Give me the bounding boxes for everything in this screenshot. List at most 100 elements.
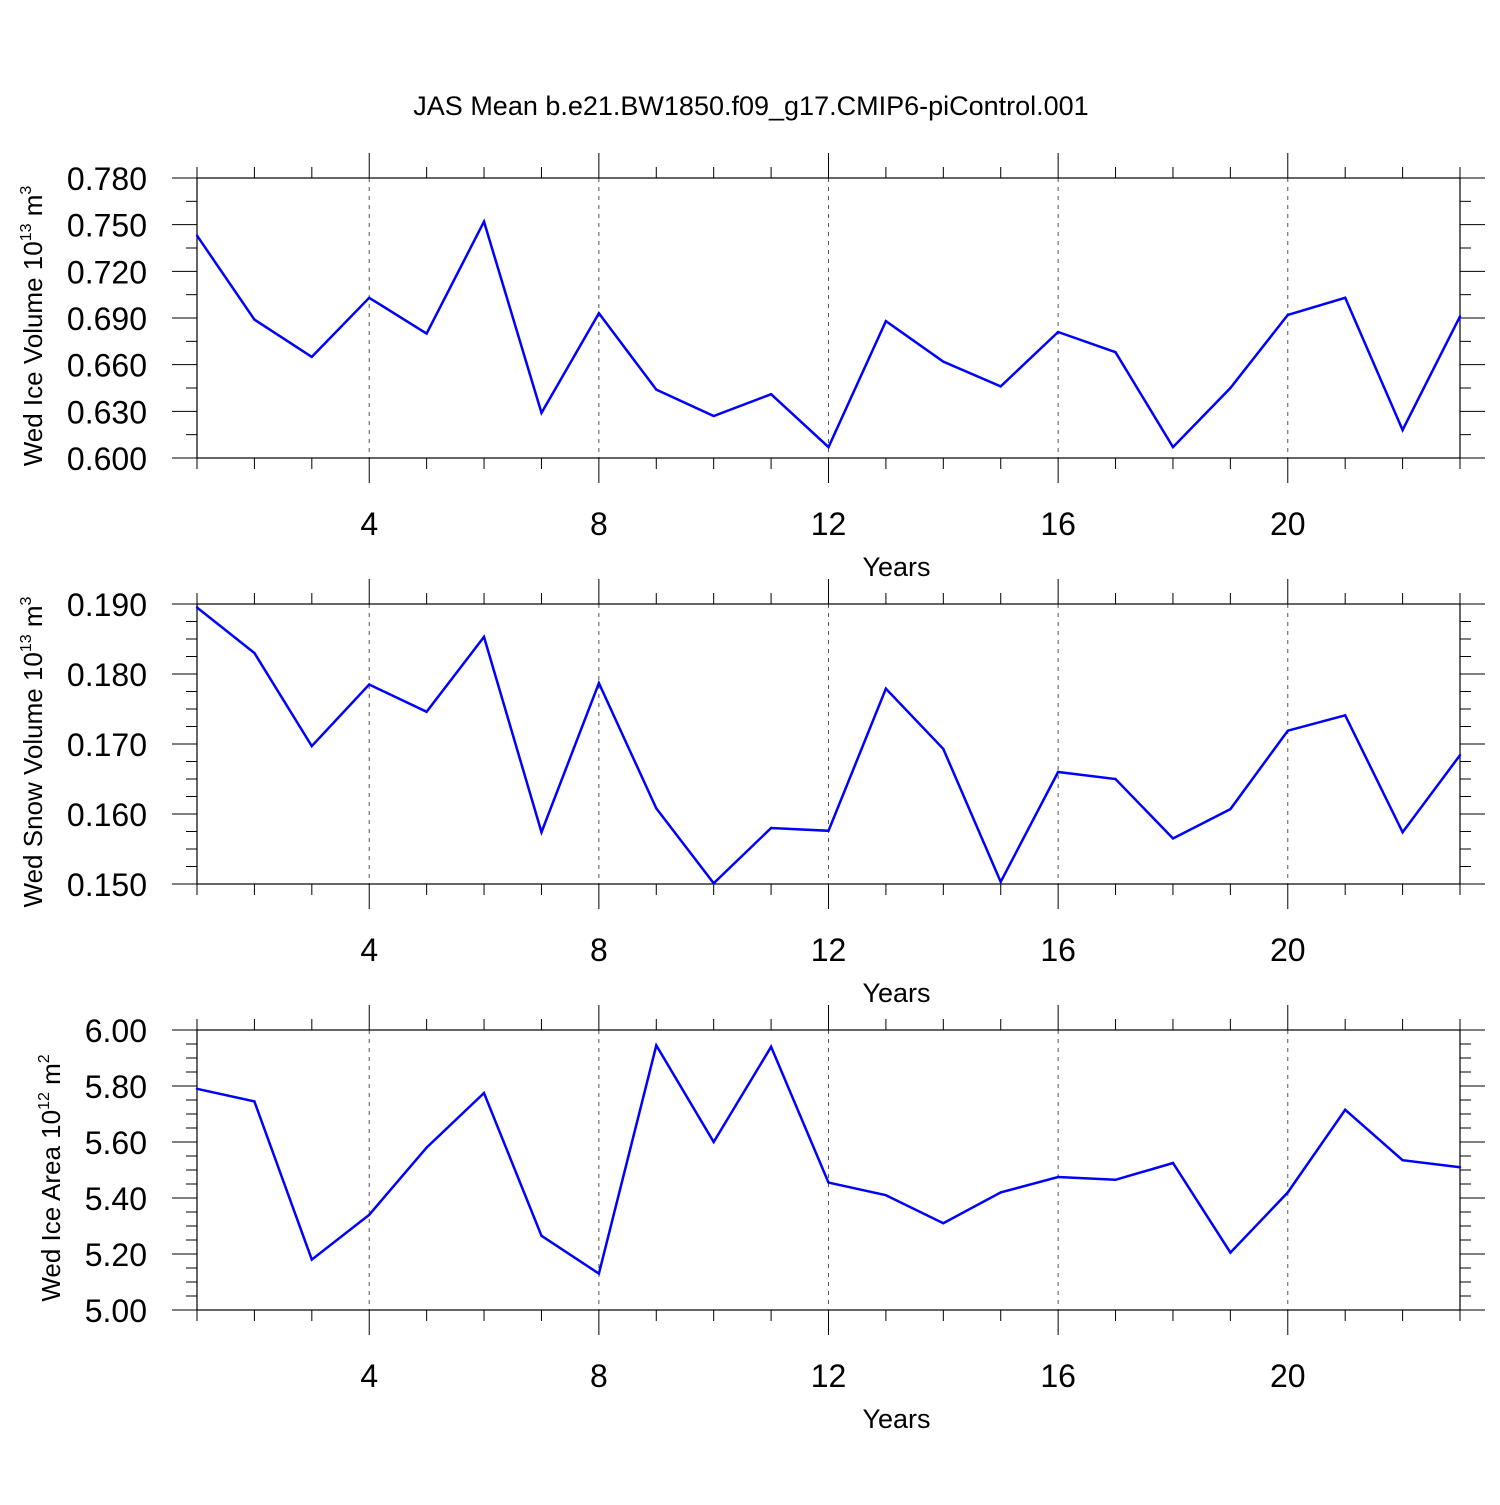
data-point	[368, 296, 371, 299]
data-point	[1229, 386, 1232, 390]
data-point	[655, 388, 658, 391]
x-tick-label: 20	[1270, 506, 1306, 542]
x-tick-label: 16	[1040, 1358, 1076, 1394]
y-tick-label: 5.60	[85, 1125, 147, 1161]
data-point	[310, 355, 314, 359]
data-point	[655, 1044, 658, 1047]
y-axis-label-exponent: 13	[18, 634, 35, 652]
data-point	[1171, 837, 1175, 840]
x-tick-label: 20	[1270, 932, 1306, 968]
data-point	[942, 747, 945, 751]
y-tick-label: 6.00	[85, 1013, 147, 1049]
y-axis-label-main: Wed Snow Volume 10	[18, 652, 48, 907]
data-point	[425, 1146, 428, 1149]
figure-title: JAS Mean b.e21.BW1850.f09_g17.CMIP6-piCo…	[413, 91, 1088, 121]
data-point	[597, 681, 601, 685]
x-tick-label: 8	[590, 506, 608, 542]
data-point	[769, 1045, 773, 1049]
data-point	[310, 744, 314, 748]
data-point	[769, 826, 773, 830]
y-axis-label: Wed Snow Volume 1013 m3	[18, 596, 48, 907]
y-tick-label: 0.750	[67, 208, 147, 244]
x-tick-label: 8	[590, 1358, 608, 1394]
x-tick-label: 16	[1040, 506, 1076, 542]
data-point	[1401, 428, 1404, 432]
x-axis-label: Years	[862, 1404, 930, 1434]
data-point	[942, 360, 945, 363]
panel-1: 4 8 12 16 20 Years 0.600 0.630 0.660 0.690 0.720 0.…	[18, 153, 1485, 582]
data-point	[540, 411, 543, 415]
x-tick-label: 16	[1040, 932, 1076, 968]
data-point	[425, 332, 428, 335]
data-point	[482, 635, 486, 639]
y-tick-label: 5.20	[85, 1237, 147, 1273]
data-point	[999, 880, 1002, 884]
data-point	[1114, 777, 1117, 781]
data-point	[597, 312, 601, 315]
y-tick-label: 5.00	[85, 1293, 147, 1329]
data-point	[597, 1272, 601, 1275]
y-axis-label-unit-exponent: 2	[36, 1054, 53, 1063]
y-axis-label-unit: m	[18, 605, 48, 634]
data-point	[1458, 754, 1462, 757]
y-axis-label-unit: m	[18, 195, 48, 224]
data-point	[1286, 313, 1289, 317]
data-point	[769, 393, 773, 396]
data-point	[1458, 315, 1462, 318]
x-axis-label: Years	[862, 552, 930, 582]
x-tick-label: 8	[590, 932, 608, 968]
y-tick-label: 5.40	[85, 1181, 147, 1217]
y-tick-label: 0.630	[67, 394, 147, 430]
data-point	[1056, 770, 1060, 774]
data-point	[1056, 330, 1060, 334]
y-axis-label: Wed Ice Area 1012 m2	[36, 1054, 66, 1301]
y-axis-label-unit-exponent: 3	[18, 186, 35, 195]
data-point	[655, 807, 658, 810]
data-point	[253, 651, 256, 655]
data-point	[1343, 1108, 1347, 1112]
data-point	[999, 385, 1002, 388]
y-tick-label: 0.720	[67, 254, 147, 290]
y-tick-label: 0.180	[67, 657, 147, 693]
data-point	[1286, 1191, 1289, 1194]
x-tick-label: 12	[811, 506, 847, 542]
data-point	[827, 829, 830, 832]
data-point	[253, 1100, 256, 1103]
y-tick-label: 0.190	[67, 587, 147, 623]
y-tick-label: 5.80	[85, 1069, 147, 1105]
y-axis-label-unit: m	[36, 1063, 66, 1092]
y-tick-label: 0.170	[67, 727, 147, 763]
x-tick-label: 4	[360, 1358, 378, 1394]
y-axis-label-exponent: 12	[36, 1092, 53, 1110]
data-point	[1286, 729, 1289, 732]
data-point	[425, 710, 428, 713]
data-point	[712, 414, 715, 418]
panel-2: 4 8 12 16 20 Years 0.150 0.160 0.170 0.180 0.190 We…	[18, 579, 1485, 1008]
data-point	[1114, 1178, 1117, 1182]
y-tick-label: 0.160	[67, 797, 147, 833]
y-axis-label-main: Wed Ice Area 10	[36, 1110, 66, 1302]
data-point	[1114, 351, 1117, 354]
data-point	[1401, 1159, 1404, 1162]
x-tick-label: 12	[811, 1358, 847, 1394]
panels: 4 8 12 16 20 Years 0.600 0.630 0.660 0.690 0.720 0.…	[18, 153, 1485, 1434]
data-point	[1343, 296, 1347, 299]
data-point	[368, 1213, 371, 1217]
data-point	[540, 831, 543, 834]
x-axis-label: Years	[862, 978, 930, 1008]
y-axis-label: Wed Ice Volume 1013 m3	[18, 186, 48, 467]
data-point	[884, 319, 888, 323]
data-point	[999, 1191, 1002, 1194]
data-point	[253, 318, 256, 321]
data-point	[712, 882, 715, 885]
data-point	[827, 1181, 830, 1184]
y-tick-label: 0.150	[67, 867, 147, 903]
data-point	[195, 606, 199, 609]
panel-3: 4 8 12 16 20 Years 5.00 5.20 5.40 5.60 5.80 6.00 Wed…	[36, 1005, 1485, 1434]
data-point	[1401, 831, 1404, 834]
data-point	[310, 1258, 314, 1261]
data-point	[195, 234, 199, 237]
data-point	[368, 683, 371, 686]
data-point	[1056, 1175, 1060, 1179]
